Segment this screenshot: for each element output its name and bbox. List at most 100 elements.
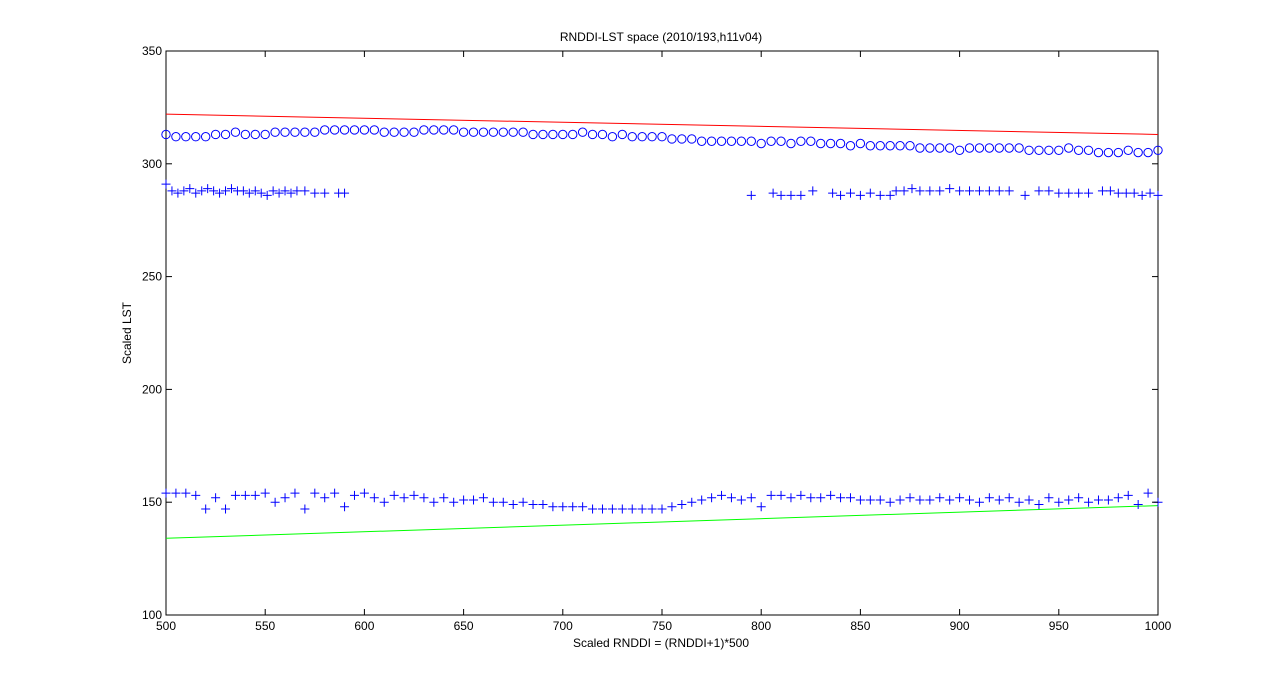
data-point bbox=[459, 495, 469, 505]
data-point bbox=[885, 190, 895, 200]
data-point bbox=[429, 497, 439, 507]
data-point bbox=[448, 125, 459, 135]
data-point bbox=[359, 125, 370, 135]
data-point bbox=[835, 138, 846, 149]
data-point bbox=[1074, 493, 1084, 503]
data-point bbox=[1044, 145, 1054, 155]
data-point bbox=[548, 502, 558, 512]
data-point bbox=[617, 129, 628, 140]
data-point bbox=[1105, 186, 1115, 196]
data-point bbox=[1054, 145, 1064, 155]
data-point bbox=[746, 190, 756, 200]
data-point bbox=[220, 129, 231, 140]
data-point bbox=[419, 493, 429, 503]
data-point bbox=[1044, 493, 1054, 503]
data-point bbox=[1123, 490, 1133, 500]
data-point bbox=[974, 186, 984, 196]
data-point bbox=[1133, 499, 1143, 509]
data-point bbox=[488, 127, 499, 137]
data-point bbox=[1064, 188, 1074, 198]
data-point bbox=[587, 129, 598, 140]
data-point bbox=[746, 493, 756, 503]
data-point bbox=[339, 125, 350, 135]
x-tick-label: 950 bbox=[1049, 619, 1069, 633]
data-point bbox=[1084, 188, 1094, 198]
data-point bbox=[1004, 143, 1014, 153]
data-point bbox=[260, 129, 270, 140]
data-point bbox=[250, 490, 260, 500]
series-1 bbox=[161, 179, 1163, 200]
fit-lines bbox=[165, 113, 1159, 539]
data-point bbox=[240, 490, 250, 500]
data-point bbox=[1034, 145, 1044, 155]
data-point bbox=[925, 495, 935, 505]
data-point bbox=[945, 184, 955, 194]
data-point bbox=[359, 488, 369, 498]
data-point bbox=[209, 186, 219, 196]
data-point bbox=[221, 186, 231, 196]
x-tick-label: 550 bbox=[255, 619, 275, 633]
data-point bbox=[667, 134, 677, 144]
data-point bbox=[238, 186, 248, 196]
series-0 bbox=[161, 125, 1163, 158]
data-point bbox=[766, 136, 776, 146]
data-point bbox=[1143, 488, 1153, 498]
data-point bbox=[855, 190, 865, 200]
data-point bbox=[250, 186, 260, 196]
data-point bbox=[268, 186, 278, 196]
data-point bbox=[935, 186, 945, 196]
y-tick-label: 200 bbox=[142, 382, 162, 396]
x-axis-label: Scaled RNDDI = (RNDDI+1)*500 bbox=[573, 636, 749, 650]
data-point bbox=[270, 497, 280, 507]
data-point bbox=[964, 143, 975, 153]
data-point bbox=[1064, 143, 1074, 153]
data-point bbox=[518, 127, 528, 137]
data-point bbox=[1014, 143, 1024, 153]
data-point bbox=[449, 497, 459, 507]
data-point bbox=[776, 190, 786, 200]
data-point bbox=[1004, 186, 1014, 196]
data-point bbox=[1034, 499, 1044, 509]
data-point bbox=[203, 184, 213, 194]
data-point bbox=[399, 493, 409, 503]
data-point bbox=[1113, 147, 1124, 158]
x-tick-label: 700 bbox=[553, 619, 573, 633]
data-point bbox=[925, 186, 935, 196]
data-point bbox=[974, 143, 985, 153]
data-point bbox=[588, 504, 598, 514]
data-point bbox=[706, 136, 717, 146]
data-point bbox=[826, 490, 836, 500]
data-point bbox=[1014, 497, 1024, 507]
data-point bbox=[379, 497, 389, 507]
data-point bbox=[369, 125, 380, 135]
data-point bbox=[855, 495, 865, 505]
y-axis-label: Scaled LST bbox=[120, 301, 134, 364]
data-point bbox=[161, 179, 171, 189]
data-point bbox=[329, 125, 340, 135]
y-tick-label: 350 bbox=[142, 44, 162, 58]
data-point bbox=[786, 190, 796, 200]
data-point bbox=[230, 490, 240, 500]
data-point bbox=[756, 502, 766, 512]
data-point bbox=[637, 132, 647, 142]
data-point bbox=[875, 141, 885, 151]
data-point bbox=[577, 127, 588, 137]
data-point bbox=[1083, 145, 1094, 155]
data-point bbox=[578, 502, 588, 512]
data-point bbox=[1113, 493, 1123, 503]
data-point bbox=[875, 495, 885, 505]
data-point bbox=[845, 188, 855, 198]
data-point bbox=[191, 188, 201, 198]
data-point bbox=[230, 127, 241, 137]
data-point bbox=[286, 188, 296, 198]
wet-edge-line bbox=[165, 505, 1159, 539]
data-point bbox=[657, 504, 667, 514]
data-point bbox=[1129, 188, 1139, 198]
data-point bbox=[369, 493, 379, 503]
data-point bbox=[197, 186, 207, 196]
data-point bbox=[776, 136, 786, 146]
data-point bbox=[1103, 147, 1114, 158]
data-point bbox=[1073, 145, 1084, 155]
data-point bbox=[173, 188, 183, 198]
data-point bbox=[899, 186, 909, 196]
